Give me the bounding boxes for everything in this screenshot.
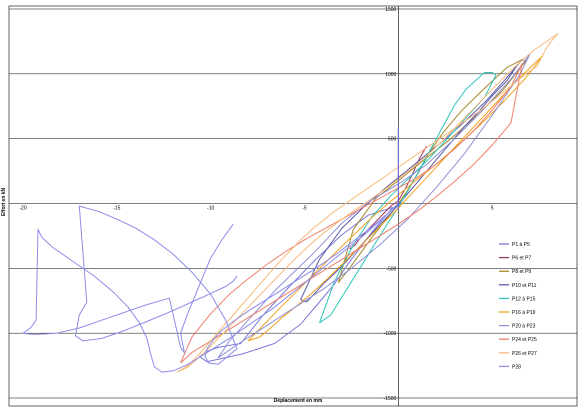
- y-tick-label: 500: [388, 137, 397, 143]
- y-tick-label: -1500: [384, 396, 397, 402]
- y-tick-label: -500: [386, 266, 396, 272]
- legend-label: P26 et P27: [512, 351, 537, 357]
- gridlines: [9, 8, 577, 399]
- legend-label: P6 et P7: [512, 256, 531, 262]
- series-group: [22, 33, 559, 373]
- series-line-p8-et-p9: [337, 59, 527, 283]
- legend-label: P10 et P11: [512, 283, 537, 289]
- legend-label: P1 à P5: [512, 242, 530, 248]
- x-tick-label: -15: [113, 206, 120, 212]
- x-tick-label: -20: [19, 206, 26, 212]
- series-line-p26-et-p27: [176, 33, 559, 373]
- legend-label: P16 à P19: [512, 310, 536, 316]
- series-line-p20-à-p23: [217, 53, 531, 359]
- series-line-p28: [75, 203, 399, 365]
- x-tick-label: -10: [207, 206, 214, 212]
- y-tick-label: 1000: [385, 72, 396, 78]
- y-tick-label: -1000: [384, 331, 397, 337]
- legend-label: P24 et P25: [512, 337, 537, 343]
- legend-label: P28: [512, 364, 521, 370]
- series-line-extra-10: [22, 203, 399, 373]
- legend-label: P20 à P23: [512, 324, 536, 330]
- x-tick-label: -5: [302, 206, 307, 212]
- x-axis-title: Déplacement en mm: [274, 398, 323, 404]
- tick-labels: -20 -15 -10 -5 5 -1500 -1000 -500 500 1000 1500: [19, 7, 493, 402]
- x-tick-label: 5: [491, 206, 494, 212]
- legend: P1 à P5 P6 et P7 P8 et P9 P10 et P11 P12 à P…: [499, 242, 537, 370]
- legend-label: P8 et P9: [512, 269, 531, 275]
- y-tick-label: 1500: [385, 7, 396, 13]
- y-axis-title: Effort en kN: [1, 187, 7, 216]
- series-line-p16-à-p19: [247, 55, 544, 342]
- plot-area-border: [8, 5, 578, 407]
- series-line-p24-et-p25: [180, 63, 523, 364]
- series-line-p1-à-p5: [198, 206, 394, 363]
- legend-label: P12 à P15: [512, 296, 536, 302]
